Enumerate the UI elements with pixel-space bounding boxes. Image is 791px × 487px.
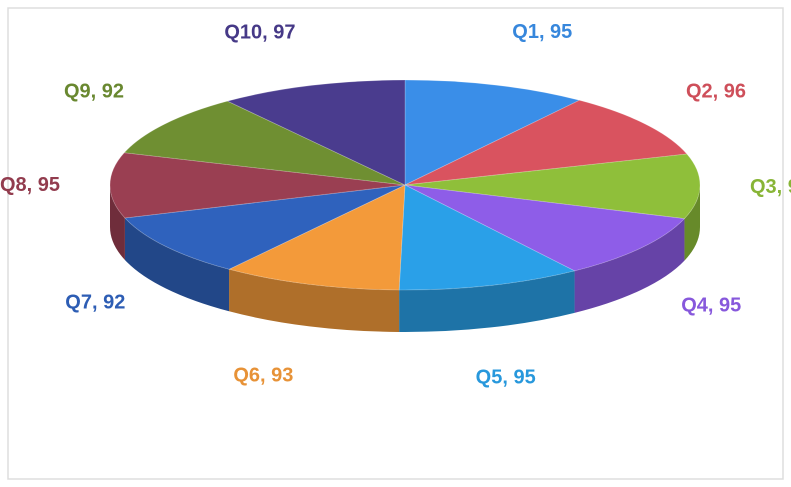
data-label: Q5, 95 — [476, 366, 536, 388]
slice-side — [229, 269, 400, 332]
slice — [124, 184, 406, 270]
slice — [123, 100, 406, 186]
data-label: Q7, 92 — [65, 292, 125, 314]
slice — [109, 152, 406, 219]
slice — [404, 153, 701, 220]
slice-side — [110, 185, 125, 260]
data-label: Q8, 95 — [0, 174, 60, 196]
data-label: Q4, 95 — [681, 294, 741, 316]
slice — [226, 79, 406, 186]
slice-side — [399, 270, 575, 332]
slice-side — [124, 217, 230, 312]
data-label: Q9, 92 — [64, 80, 124, 102]
data-label: Q3, 94 — [750, 176, 791, 198]
slice — [404, 184, 686, 272]
data-label: Q2, 96 — [686, 80, 746, 102]
slice-side — [684, 185, 700, 261]
data-label: Q10, 97 — [224, 22, 295, 44]
slice — [404, 99, 688, 186]
slice — [227, 184, 406, 291]
data-label: Q6, 93 — [233, 364, 293, 386]
slice — [404, 79, 581, 186]
data-label: Q1, 95 — [512, 21, 572, 43]
slice-side — [574, 218, 685, 313]
slice — [398, 184, 576, 291]
